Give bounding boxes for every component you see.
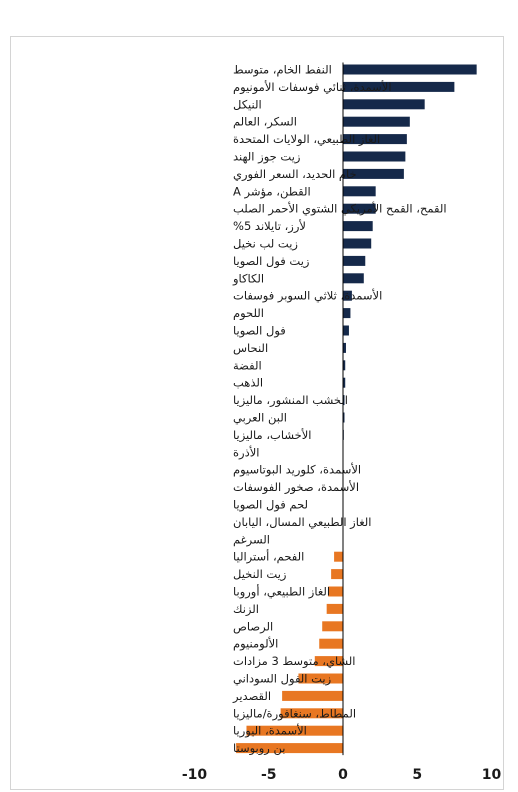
category-label: القمح، القمح الأمريكي الشتوي الأحمر الصل… — [233, 202, 447, 217]
bar — [322, 621, 343, 632]
x-tick-label: -5 — [261, 767, 277, 783]
category-label: زيت فول الصويا — [233, 254, 309, 269]
bar — [343, 81, 455, 92]
bar — [343, 395, 345, 406]
category-label: بن روبوستا — [233, 741, 285, 756]
bar — [331, 569, 343, 580]
bar — [298, 673, 343, 684]
x-tick-label: 0 — [338, 767, 348, 783]
category-label: المطاط، سنغافورة/ماليزيا — [233, 706, 356, 721]
bar — [343, 412, 345, 423]
bar — [343, 186, 376, 197]
x-tick-label: 10 — [482, 767, 502, 783]
category-label: الأسمدة، ثلاثي السوبر فوسفات — [233, 289, 382, 304]
bar — [280, 708, 343, 719]
category-label: الأسمدة، كلوريد البوتاسيوم — [233, 463, 361, 478]
x-tick-label: 5 — [412, 767, 422, 783]
category-label: الخشب المنشور، ماليزيا — [233, 393, 348, 408]
category-label: لأرز، تايلاند 5% — [233, 219, 306, 234]
category-label: الفضة — [233, 358, 262, 372]
bar — [343, 377, 346, 388]
category-label: النفط الخام، متوسط — [233, 63, 332, 78]
category-label: النحاس — [233, 341, 268, 356]
bar — [343, 64, 477, 75]
bar — [343, 151, 406, 162]
category-label: زيت لب نخيل — [233, 237, 298, 252]
category-label: البن العربي — [233, 411, 287, 426]
bar — [343, 116, 410, 127]
bar — [343, 342, 346, 353]
category-label: فول الصويا — [233, 324, 286, 339]
category-label: الأخشاب، ماليزيا — [233, 428, 312, 443]
category-label: الأسمدة، اليوريا — [233, 724, 307, 739]
x-tick-label: -10 — [182, 767, 208, 783]
bar — [343, 134, 407, 145]
bar — [246, 725, 343, 736]
category-label: الغاز الطبيعي المسال، اليابان — [233, 515, 371, 530]
bar — [319, 638, 343, 649]
bar — [343, 255, 366, 266]
bar — [343, 203, 376, 214]
category-label: الكاكاو — [232, 271, 264, 286]
bar — [343, 99, 425, 110]
chart-frame: النفط الخام، متوسط الأسمدة، ثنائي فوسفات … — [10, 36, 504, 790]
category-labels: النفط الخام، متوسط الأسمدة، ثنائي فوسفات … — [232, 63, 447, 757]
category-label: زيت النخيل — [233, 567, 286, 582]
category-label: الغاز الطبيعي، أوروبا — [233, 584, 330, 600]
category-label: الأذرة — [233, 445, 259, 460]
bar — [282, 690, 343, 701]
bar-chart: النفط الخام، متوسط الأسمدة، ثنائي فوسفات … — [182, 62, 502, 783]
bar — [343, 360, 346, 371]
category-label: القصدير — [232, 689, 271, 704]
category-label: زيت الفول السوداني — [233, 672, 331, 687]
bar — [343, 308, 351, 319]
category-label: خام الحديد، السعر الفوري — [233, 167, 357, 182]
bar — [343, 325, 349, 336]
category-label: الرصاص — [233, 619, 273, 634]
category-label: الغاز الطبيعي، الولايات المتحدة — [233, 132, 380, 147]
category-label: السرغم — [233, 532, 270, 547]
category-label: الأسمدة، صخور الفوسفات — [233, 480, 359, 495]
bar — [314, 656, 343, 667]
category-label: اللحوم — [233, 306, 264, 321]
bars-layer — [236, 64, 477, 754]
category-label: الزنك — [233, 602, 259, 617]
category-label: القطن، مؤشر A — [233, 184, 311, 199]
bar — [236, 743, 343, 754]
bar — [334, 551, 343, 562]
category-label: الأسمدة، ثنائي فوسفات الأمونيوم — [233, 80, 392, 95]
bar — [343, 238, 372, 249]
x-axis-tick-labels: -10 -5 0 5 10 — [182, 767, 502, 783]
category-label: الألومنيوم — [233, 637, 278, 652]
category-label: لحم فول الصويا — [233, 498, 308, 513]
category-label: الفحم، أستراليا — [233, 549, 304, 565]
bar — [326, 603, 343, 614]
bar — [343, 221, 373, 232]
category-label: النيكل — [233, 97, 262, 111]
category-label: السكر، العالم — [233, 115, 297, 130]
bar — [343, 273, 364, 284]
bar — [343, 290, 352, 301]
bar — [328, 586, 343, 597]
category-label: الشاي، متوسط 3 مزادات — [233, 654, 355, 669]
bar — [343, 168, 404, 179]
category-label: الذهب — [233, 376, 263, 390]
category-label: زيت جوز الهند — [233, 150, 300, 165]
